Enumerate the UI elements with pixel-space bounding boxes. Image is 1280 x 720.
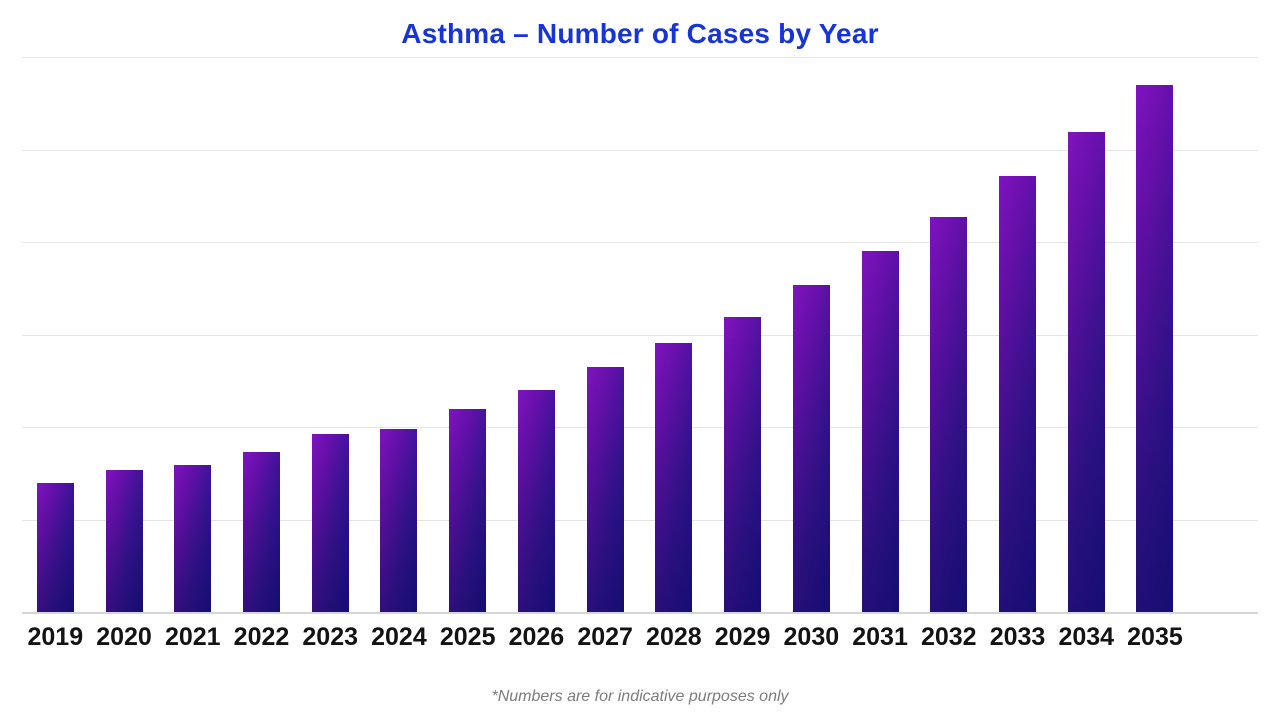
gridline: [22, 57, 1258, 58]
bar-2022: [242, 451, 280, 612]
x-tick-label: 2019: [27, 623, 84, 651]
gridline: [22, 242, 1258, 243]
x-tick-label: 2029: [714, 623, 771, 651]
bar-2019: [36, 483, 74, 612]
x-tick-label: 2035: [1127, 623, 1183, 651]
bar-2035: [1136, 84, 1174, 612]
bar-2023: [311, 434, 349, 612]
bar-2021: [174, 464, 212, 612]
x-tick-label: 2021: [164, 623, 221, 651]
bar-2020: [105, 470, 143, 612]
x-tick-label: 2030: [783, 623, 840, 651]
bar-2025: [449, 408, 487, 612]
bar-2029: [724, 316, 762, 612]
bar-2034: [1067, 131, 1105, 612]
gridline: [22, 519, 1258, 521]
chart-title: Asthma – Number of Cases by Year: [401, 18, 879, 49]
x-tick-label: 2025: [439, 623, 496, 651]
bar-2028: [655, 342, 693, 612]
x-tick-label: 2020: [96, 623, 152, 651]
gridline: [22, 334, 1258, 336]
x-tick-label: 2024: [371, 623, 427, 651]
bar-2027: [586, 366, 624, 612]
bar-2032: [930, 217, 968, 612]
x-tick-label: 2033: [989, 623, 1046, 651]
bar-2031: [861, 251, 899, 612]
bar-2030: [792, 285, 830, 612]
x-axis-baseline: [22, 612, 1258, 614]
x-tick-label: 2031: [852, 623, 908, 651]
x-tick-label: 2022: [233, 623, 290, 651]
bar-2026: [517, 390, 555, 612]
gridline: [22, 149, 1258, 151]
x-tick-label: 2034: [1058, 623, 1115, 651]
bar-2033: [999, 176, 1037, 612]
gridline: [22, 427, 1258, 428]
chart-footnote: *Numbers are for indicative purposes onl…: [491, 688, 789, 705]
x-tick-label: 2023: [302, 623, 359, 651]
plot-area: [22, 57, 1258, 614]
bar-2024: [380, 428, 418, 612]
x-tick-label: 2032: [920, 623, 977, 651]
x-tick-label: 2027: [577, 623, 633, 651]
x-tick-label: 2026: [508, 623, 565, 651]
x-tick-label: 2028: [646, 623, 702, 651]
x-axis-labels: 2019 2020 2021 2022 2023 2024 2025 2026 2027 2028…: [22, 614, 1258, 660]
